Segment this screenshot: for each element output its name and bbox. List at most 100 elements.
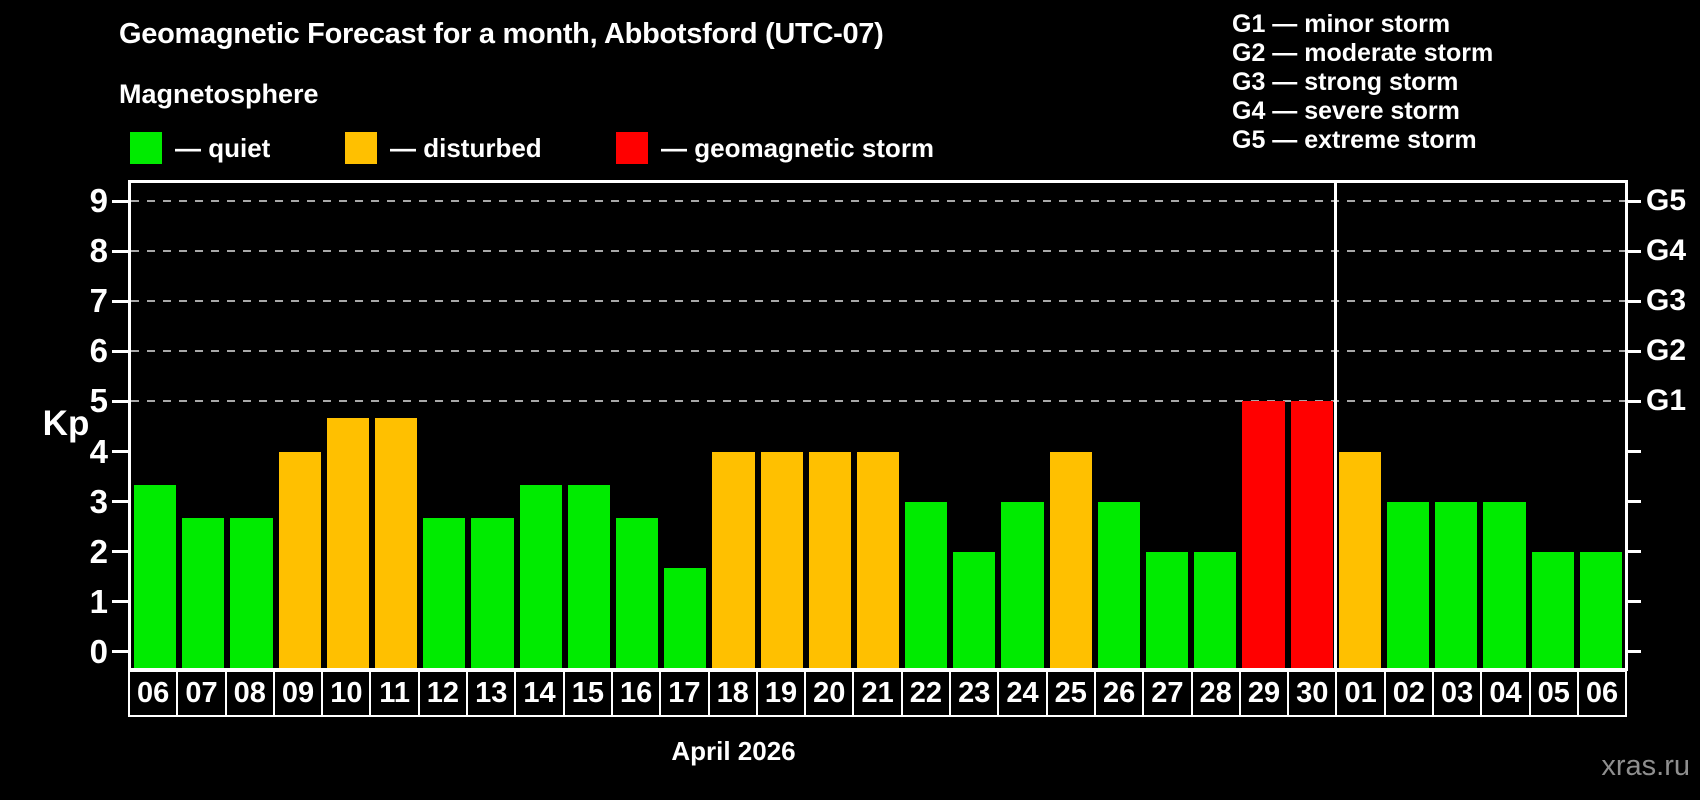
quiet-color-swatch bbox=[130, 132, 162, 164]
x-axis-day-labels: 06 07 08 09 10 11 12 13 14 15 16 17 18 19 20 21 22 23 24 25… bbox=[128, 670, 1627, 717]
kp-bar-1-day-07 bbox=[182, 518, 225, 668]
g-scale-item-g1: G1 — minor storm bbox=[1232, 10, 1451, 38]
kp-bar-26-day-02 bbox=[1387, 501, 1430, 668]
day-cell-28-04: 04 bbox=[1482, 672, 1531, 715]
day-cell-0-06: 06 bbox=[130, 672, 179, 715]
kp-bar-25-day-01 bbox=[1338, 451, 1382, 668]
kp-bar-4-day-10 bbox=[326, 418, 369, 668]
legend-item-label: — quiet bbox=[175, 132, 271, 163]
legend-item-label: — disturbed bbox=[390, 132, 542, 163]
gridline-kp-9 bbox=[131, 200, 1625, 203]
kp-bar-27-day-03 bbox=[1435, 501, 1478, 668]
day-cell-9-15: 15 bbox=[565, 672, 613, 715]
day-cell-20-26: 26 bbox=[1096, 672, 1145, 715]
g-scale-item-g3: G3 — strong storm bbox=[1232, 68, 1459, 96]
kp-bar-19-day-25 bbox=[1049, 451, 1092, 668]
y-axis-tick-right-8 bbox=[1625, 249, 1641, 253]
y-axis-tick-label-0: 0 bbox=[89, 632, 108, 670]
day-cell-21-27: 27 bbox=[1144, 672, 1193, 715]
y-axis-tick-right-6 bbox=[1625, 349, 1641, 353]
y-axis-tick-label-2: 2 bbox=[89, 532, 108, 570]
kp-bar-3-day-09 bbox=[278, 451, 321, 668]
y-axis-tick-left-8 bbox=[112, 249, 128, 253]
y-axis-tick-left-9 bbox=[112, 199, 128, 203]
kp-bar-30-day-06 bbox=[1579, 551, 1622, 668]
kp-bar-29-day-05 bbox=[1531, 551, 1574, 668]
day-cell-29-05: 05 bbox=[1531, 672, 1579, 715]
y-axis-tick-right-5 bbox=[1625, 399, 1641, 403]
day-cell-3-09: 09 bbox=[275, 672, 324, 715]
kp-bar-5-day-11 bbox=[374, 418, 418, 668]
kp-bar-16-day-22 bbox=[905, 501, 948, 668]
kp-bar-6-day-12 bbox=[423, 518, 466, 668]
day-cell-17-23: 23 bbox=[951, 672, 1000, 715]
y-axis-tick-label-6: 6 bbox=[89, 332, 108, 370]
day-cell-25-01: 01 bbox=[1337, 672, 1386, 715]
legend-item-disturbed: — disturbed bbox=[345, 131, 542, 165]
kp-bar-17-day-23 bbox=[953, 551, 996, 668]
g-scale-item-g4: G4 — severe storm bbox=[1232, 97, 1460, 125]
y-axis-tick-label-3: 3 bbox=[89, 482, 108, 520]
x-axis-label: April 2026 bbox=[671, 736, 796, 766]
kp-bar-11-day-17 bbox=[664, 568, 707, 668]
storm-color-swatch bbox=[616, 132, 648, 164]
y-axis-tick-left-6 bbox=[112, 349, 128, 353]
day-cell-30-06: 06 bbox=[1585, 677, 1619, 709]
kp-bar-12-day-18 bbox=[712, 451, 755, 668]
g-scale-item-g5: G5 — extreme storm bbox=[1232, 126, 1477, 154]
y-axis-tick-right-7 bbox=[1625, 299, 1641, 303]
y-axis-tick-label-5: 5 bbox=[89, 382, 108, 420]
legend-item-quiet: — quiet bbox=[130, 131, 270, 165]
day-cell-13-19: 19 bbox=[758, 672, 807, 715]
g-level-label-g2: G2 bbox=[1646, 334, 1687, 368]
gridline-kp-8 bbox=[131, 250, 1625, 253]
day-cell-15-21: 21 bbox=[854, 672, 903, 715]
g-level-label-g1: G1 bbox=[1646, 384, 1687, 418]
day-cell-16-22: 22 bbox=[903, 672, 952, 715]
g-level-label-g5: G5 bbox=[1646, 184, 1687, 218]
legend-heading: Magnetosphere bbox=[119, 79, 319, 109]
y-axis-tick-right-0 bbox=[1625, 650, 1641, 654]
y-axis-tick-left-3 bbox=[112, 500, 128, 504]
gridline-kp-7 bbox=[131, 300, 1625, 303]
month-boundary-line bbox=[1334, 183, 1338, 668]
kp-bar-23-day-29 bbox=[1242, 401, 1285, 668]
day-cell-8-14: 14 bbox=[516, 672, 565, 715]
y-axis-tick-left-1 bbox=[112, 600, 128, 604]
day-cell-24-30: 30 bbox=[1289, 672, 1338, 715]
y-axis-tick-right-1 bbox=[1625, 600, 1641, 604]
y-axis-tick-right-9 bbox=[1625, 199, 1641, 203]
kp-bar-22-day-28 bbox=[1194, 551, 1237, 668]
day-cell-6-12: 12 bbox=[420, 672, 469, 715]
y-axis-tick-left-5 bbox=[112, 399, 128, 403]
legend-item-storm: — geomagnetic storm bbox=[616, 131, 934, 165]
day-cell-4-10: 10 bbox=[323, 672, 372, 715]
y-axis-tick-label-9: 9 bbox=[89, 182, 108, 220]
kp-bar-28-day-04 bbox=[1483, 501, 1526, 668]
y-axis-tick-label-1: 1 bbox=[89, 582, 108, 620]
gridline-kp-5 bbox=[131, 400, 1625, 403]
y-axis-tick-label-7: 7 bbox=[89, 282, 108, 320]
kp-bar-21-day-27 bbox=[1146, 551, 1189, 668]
day-cell-18-24: 24 bbox=[999, 672, 1048, 715]
g-level-label-g4: G4 bbox=[1646, 234, 1687, 268]
kp-bar-13-day-19 bbox=[760, 451, 803, 668]
watermark: xras.ru bbox=[1601, 750, 1690, 782]
day-cell-1-07: 07 bbox=[178, 672, 227, 715]
kp-bar-2-day-08 bbox=[230, 518, 273, 668]
kp-bar-14-day-20 bbox=[808, 451, 851, 668]
y-axis-label: Kp bbox=[42, 404, 90, 443]
y-axis-tick-right-4 bbox=[1625, 450, 1641, 454]
day-cell-2-08: 08 bbox=[227, 672, 275, 715]
chart-title: Geomagnetic Forecast for a month, Abbots… bbox=[119, 18, 884, 50]
y-axis-tick-left-7 bbox=[112, 299, 128, 303]
day-cell-23-29: 29 bbox=[1241, 672, 1290, 715]
day-cell-12-18: 18 bbox=[710, 672, 758, 715]
day-cell-5-11: 11 bbox=[371, 672, 420, 715]
day-cell-7-13: 13 bbox=[468, 672, 517, 715]
kp-bar-10-day-16 bbox=[615, 518, 659, 668]
day-cell-22-28: 28 bbox=[1193, 672, 1241, 715]
legend-item-label: — geomagnetic storm bbox=[661, 132, 935, 163]
y-axis-tick-right-3 bbox=[1625, 500, 1641, 504]
